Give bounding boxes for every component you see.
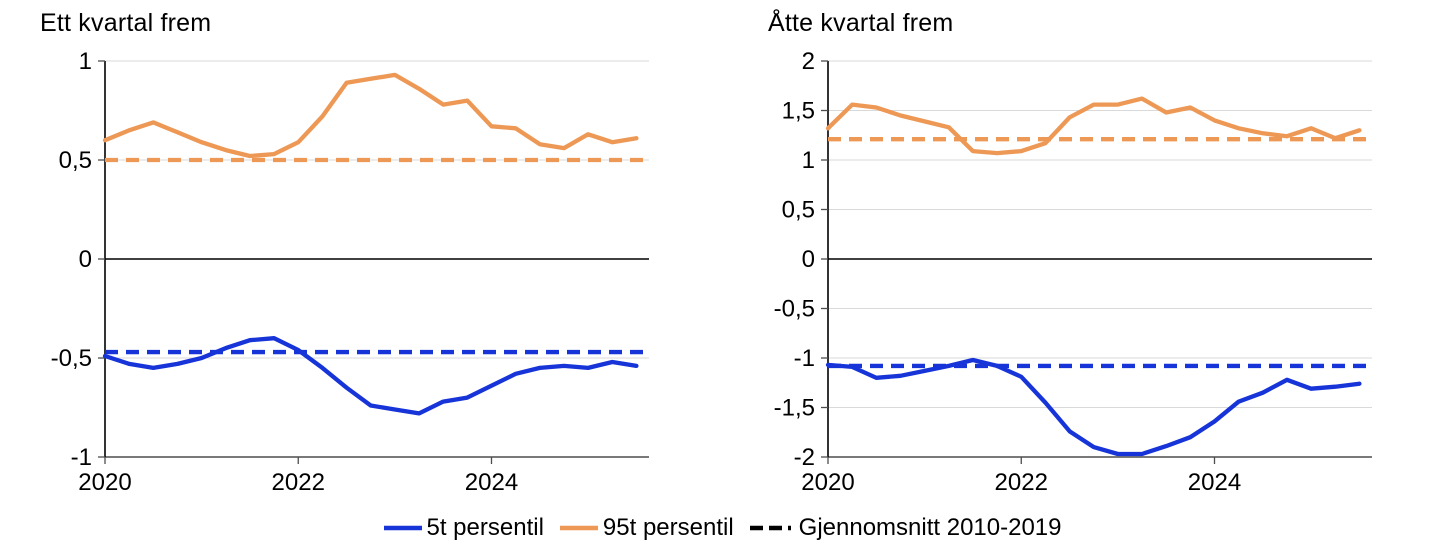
legend-label: 95t persentil [602, 514, 734, 541]
series-line-orange [102, 72, 639, 159]
legend-line-5t-icon [383, 525, 422, 531]
y-tick-label: -0,5 [51, 345, 92, 372]
y-tick-label: 0,5 [782, 197, 815, 224]
y-tick-label: -0,5 [774, 296, 815, 323]
y-tick-label: 2 [802, 48, 815, 75]
x-tick-label: 2024 [1188, 469, 1241, 496]
y-tick-label: -1 [794, 345, 815, 372]
series-line-blue [825, 357, 1362, 457]
legend: 5t persentil 95t persentil Gjennomsnitt … [0, 512, 1445, 544]
x-tick-label: 2022 [272, 469, 325, 496]
y-tick-label: -1,5 [774, 395, 815, 422]
legend-label: 5t persentil [426, 514, 544, 541]
y-tick-label: 0,5 [59, 147, 92, 174]
legend-line-95t-icon [559, 525, 598, 531]
y-tick-label: 1 [79, 48, 92, 75]
y-tick-label: 0 [802, 246, 815, 273]
y-tick-label: -2 [794, 444, 815, 471]
series-line-blue [102, 336, 639, 416]
x-tick-label: 2024 [465, 469, 518, 496]
legend-dash-gjennomsnitt-icon [749, 525, 794, 531]
y-tick-label: -1 [71, 444, 92, 471]
x-tick-label: 2020 [78, 469, 131, 496]
legend-item-gjennomsnitt: Gjennomsnitt 2010-2019 [749, 514, 1062, 542]
y-tick-label: 0 [79, 246, 92, 273]
y-tick-label: 1,5 [782, 98, 815, 125]
chart-title-right: Åtte kvartal frem [768, 9, 954, 37]
legend-item-5t-persentil: 5t persentil [383, 514, 544, 542]
legend-label: Gjennomsnitt 2010-2019 [798, 514, 1062, 541]
chart-title-left: Ett kvartal frem [40, 9, 212, 37]
legend-item-95t-persentil: 95t persentil [559, 514, 734, 542]
x-tick-label: 2022 [995, 469, 1048, 496]
series-line-orange [825, 96, 1362, 156]
y-tick-label: 1 [802, 147, 815, 174]
x-tick-label: 2020 [801, 469, 854, 496]
